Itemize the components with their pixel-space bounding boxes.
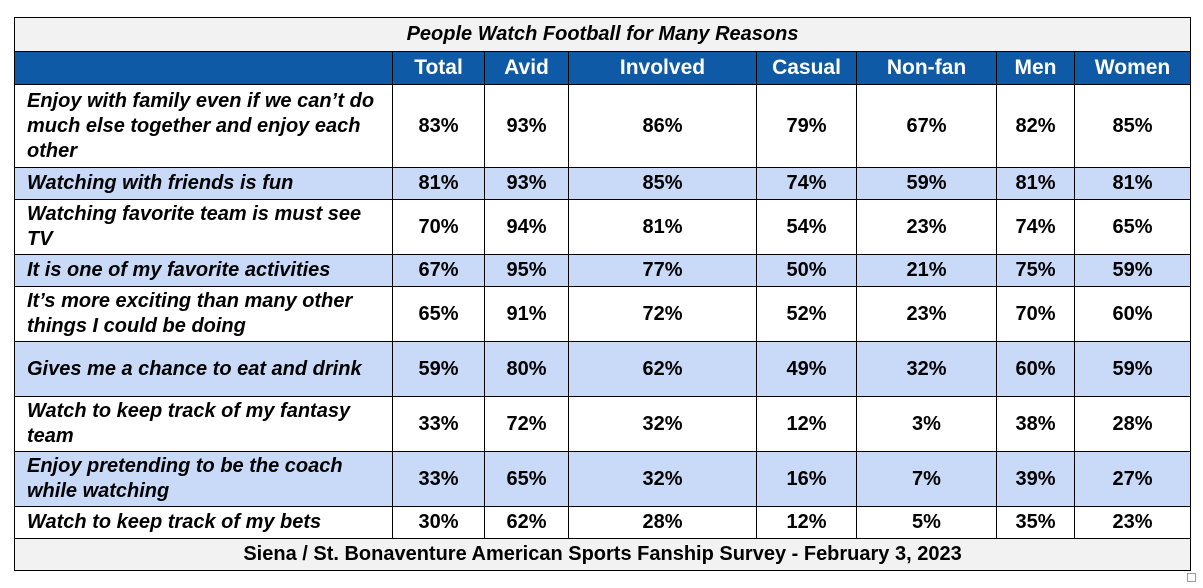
value-cell: 80% bbox=[484, 341, 569, 397]
value-cell: 95% bbox=[484, 254, 569, 287]
value-cell: 67% bbox=[856, 84, 997, 168]
table-row: Enjoy with family even if we can’t do mu… bbox=[14, 84, 1192, 168]
value-cell: 65% bbox=[1073, 199, 1192, 255]
value-cell: 60% bbox=[996, 341, 1075, 397]
value-cell: 72% bbox=[568, 286, 757, 342]
value-cell: 93% bbox=[484, 84, 569, 168]
column-header-non-fan: Non-fan bbox=[856, 51, 997, 85]
row-label: It is one of my favorite activities bbox=[14, 254, 393, 287]
value-cell: 59% bbox=[1073, 254, 1192, 287]
table-row: Gives me a chance to eat and drink 59% 80%… bbox=[14, 341, 1192, 397]
value-cell: 81% bbox=[1073, 167, 1192, 200]
row-label: Watching with friends is fun bbox=[14, 167, 393, 200]
row-label: Gives me a chance to eat and drink bbox=[14, 341, 393, 397]
value-cell: 54% bbox=[756, 199, 857, 255]
value-cell: 74% bbox=[996, 199, 1075, 255]
row-label: Watching favorite team is must see TV bbox=[14, 199, 393, 255]
table-row: Watching with friends is fun 81% 93% 85% 74%… bbox=[14, 167, 1192, 200]
table-title: People Watch Football for Many Reasons bbox=[13, 17, 1192, 52]
value-cell: 81% bbox=[996, 167, 1075, 200]
value-cell: 7% bbox=[856, 451, 997, 507]
value-cell: 65% bbox=[392, 286, 485, 342]
row-label: Enjoy pretending to be the coach while w… bbox=[14, 451, 393, 507]
survey-table-container: People Watch Football for Many Reasons T… bbox=[13, 17, 1192, 571]
row-label: Watch to keep track of my bets bbox=[14, 506, 393, 539]
value-cell: 59% bbox=[856, 167, 997, 200]
value-cell: 28% bbox=[568, 506, 757, 539]
resize-handle[interactable] bbox=[1187, 573, 1196, 582]
value-cell: 70% bbox=[392, 199, 485, 255]
value-cell: 59% bbox=[1073, 341, 1192, 397]
column-header-involved: Involved bbox=[568, 51, 757, 85]
value-cell: 85% bbox=[568, 167, 757, 200]
value-cell: 72% bbox=[484, 396, 569, 452]
value-cell: 86% bbox=[568, 84, 757, 168]
value-cell: 81% bbox=[568, 199, 757, 255]
value-cell: 62% bbox=[568, 341, 757, 397]
value-cell: 23% bbox=[856, 199, 997, 255]
table-body: Enjoy with family even if we can’t do mu… bbox=[14, 84, 1192, 539]
value-cell: 16% bbox=[756, 451, 857, 507]
value-cell: 85% bbox=[1073, 84, 1192, 168]
value-cell: 60% bbox=[1073, 286, 1192, 342]
table-row: Watch to keep track of my fantasy team 33… bbox=[14, 396, 1192, 452]
row-label: Watch to keep track of my fantasy team bbox=[14, 396, 393, 452]
value-cell: 91% bbox=[484, 286, 569, 342]
value-cell: 67% bbox=[392, 254, 485, 287]
value-cell: 82% bbox=[996, 84, 1075, 168]
column-header-row: Total Avid Involved Casual Non-fan Men W… bbox=[14, 51, 1192, 85]
value-cell: 75% bbox=[996, 254, 1075, 287]
table-row: It’s more exciting than many other thing… bbox=[14, 286, 1192, 342]
value-cell: 83% bbox=[392, 84, 485, 168]
value-cell: 30% bbox=[392, 506, 485, 539]
value-cell: 12% bbox=[756, 506, 857, 539]
value-cell: 49% bbox=[756, 341, 857, 397]
value-cell: 32% bbox=[568, 451, 757, 507]
value-cell: 62% bbox=[484, 506, 569, 539]
row-label: It’s more exciting than many other thing… bbox=[14, 286, 393, 342]
column-header-casual: Casual bbox=[756, 51, 857, 85]
value-cell: 33% bbox=[392, 451, 485, 507]
value-cell: 28% bbox=[1073, 396, 1192, 452]
value-cell: 70% bbox=[996, 286, 1075, 342]
value-cell: 59% bbox=[392, 341, 485, 397]
column-header-total: Total bbox=[392, 51, 485, 85]
value-cell: 38% bbox=[996, 396, 1075, 452]
table-row: Watch to keep track of my bets 30% 62% 28% 1… bbox=[14, 506, 1192, 539]
value-cell: 93% bbox=[484, 167, 569, 200]
value-cell: 12% bbox=[756, 396, 857, 452]
value-cell: 32% bbox=[856, 341, 997, 397]
value-cell: 39% bbox=[996, 451, 1075, 507]
value-cell: 94% bbox=[484, 199, 569, 255]
value-cell: 52% bbox=[756, 286, 857, 342]
value-cell: 79% bbox=[756, 84, 857, 168]
table-footer-source: Siena / St. Bonaventure American Sports … bbox=[13, 538, 1192, 571]
row-label: Enjoy with family even if we can’t do mu… bbox=[14, 84, 393, 168]
value-cell: 77% bbox=[568, 254, 757, 287]
value-cell: 35% bbox=[996, 506, 1075, 539]
table-row: Watching favorite team is must see TV 70%… bbox=[14, 199, 1192, 255]
survey-table: People Watch Football for Many Reasons T… bbox=[13, 17, 1192, 571]
table-row: It is one of my favorite activities 67% 95… bbox=[14, 254, 1192, 287]
value-cell: 21% bbox=[856, 254, 997, 287]
value-cell: 50% bbox=[756, 254, 857, 287]
value-cell: 23% bbox=[1073, 506, 1192, 539]
value-cell: 33% bbox=[392, 396, 485, 452]
value-cell: 23% bbox=[856, 286, 997, 342]
value-cell: 74% bbox=[756, 167, 857, 200]
value-cell: 3% bbox=[856, 396, 997, 452]
table-row: Enjoy pretending to be the coach while w… bbox=[14, 451, 1192, 507]
value-cell: 81% bbox=[392, 167, 485, 200]
value-cell: 27% bbox=[1073, 451, 1192, 507]
column-header-avid: Avid bbox=[484, 51, 569, 85]
value-cell: 5% bbox=[856, 506, 997, 539]
column-header-women: Women bbox=[1073, 51, 1192, 85]
column-header-blank bbox=[14, 51, 393, 85]
column-header-men: Men bbox=[996, 51, 1075, 85]
value-cell: 65% bbox=[484, 451, 569, 507]
value-cell: 32% bbox=[568, 396, 757, 452]
